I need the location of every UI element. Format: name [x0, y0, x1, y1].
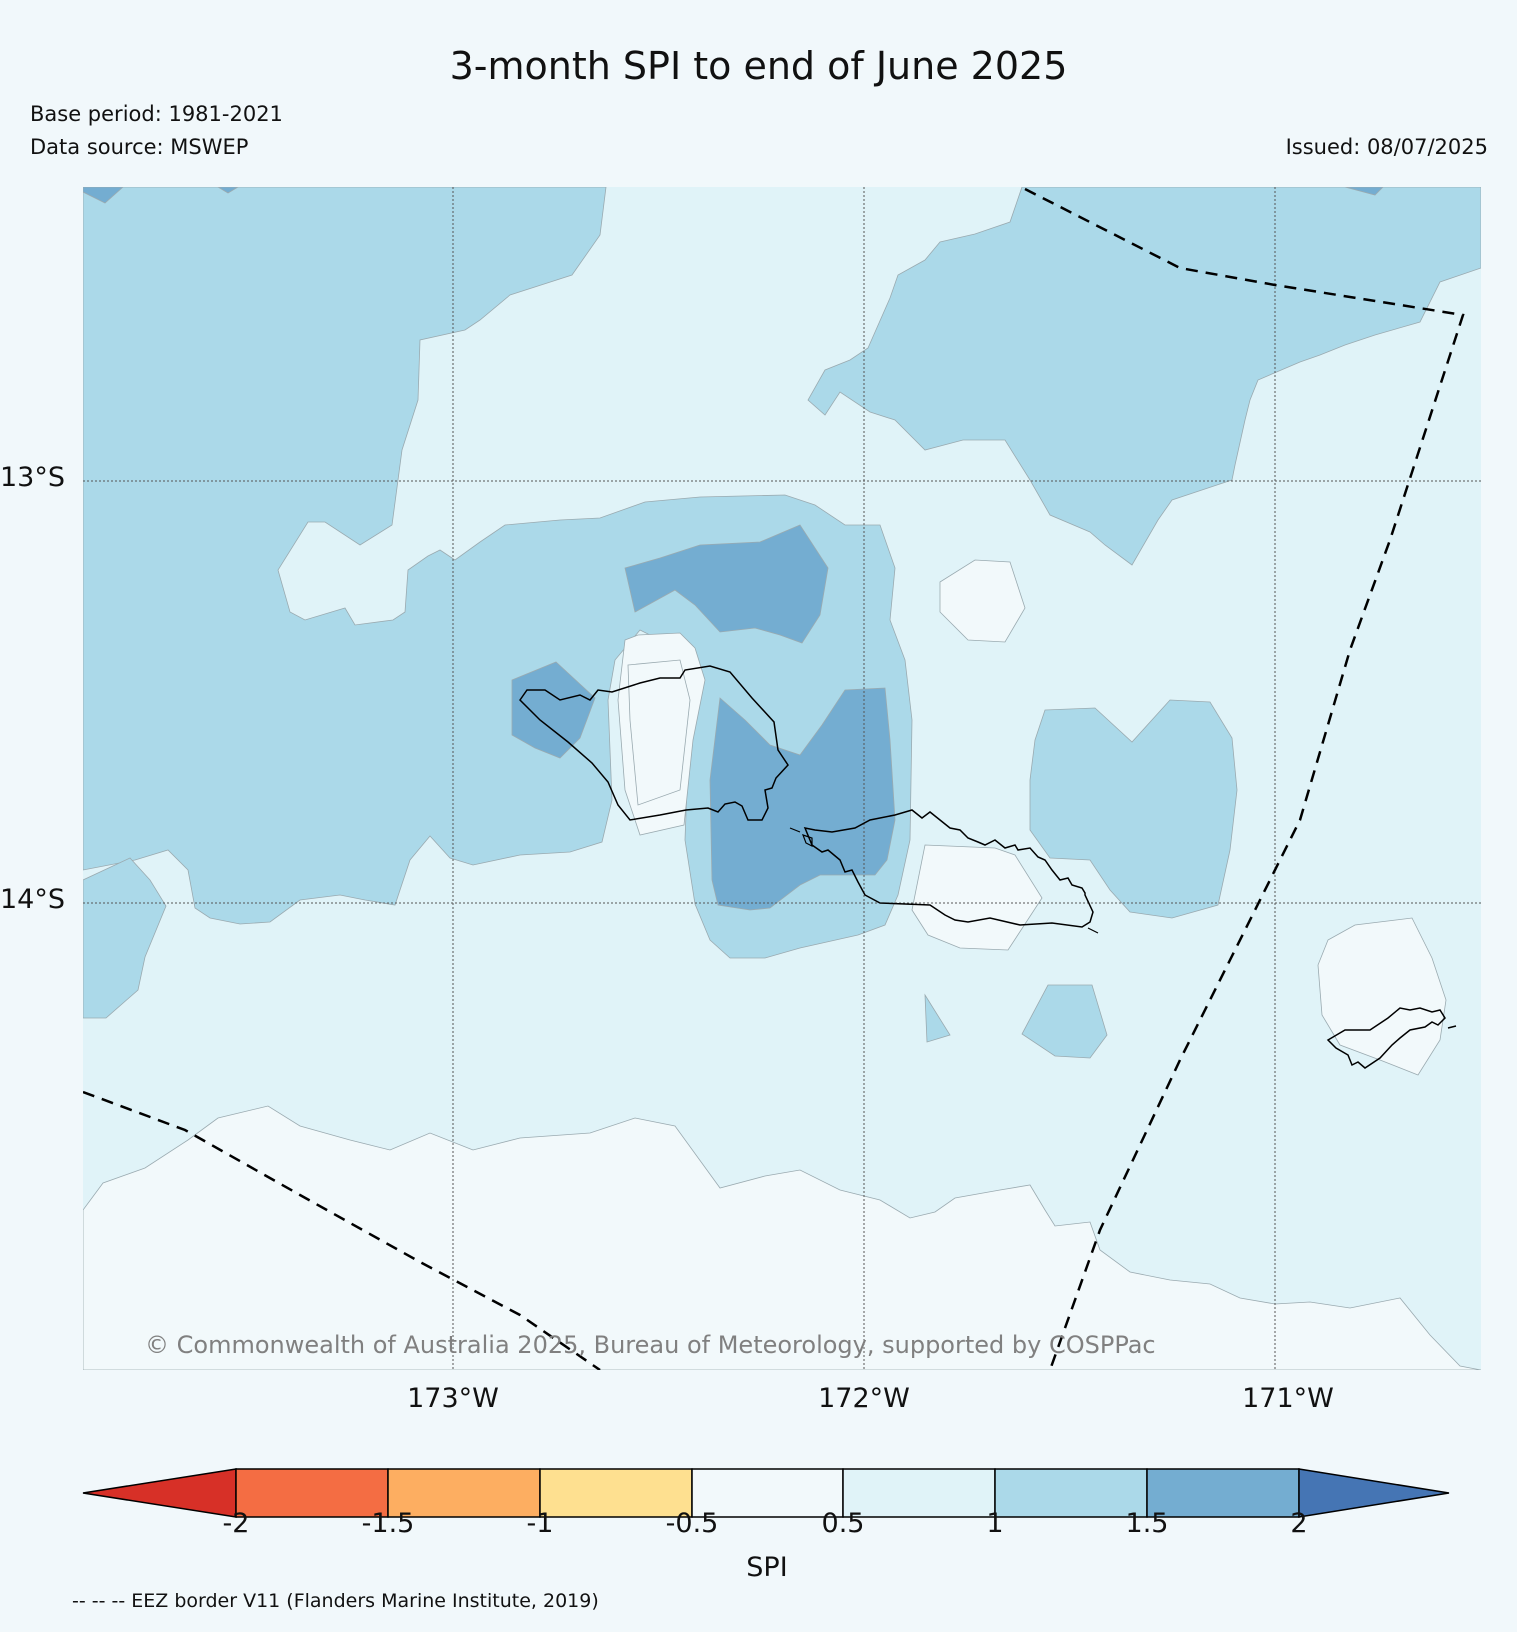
upolu-coastline — [803, 809, 1094, 928]
spi-region-near-normal-upolu — [911, 844, 1043, 951]
colorbar-bin-4 — [691, 1468, 844, 1518]
spi-region-near-normal-northeast — [939, 559, 1026, 643]
spi-region-1-1.5-small-a — [1021, 984, 1108, 1059]
base-period-label: Base period: 1981-2021 — [30, 102, 283, 126]
colorbar-bin-6 — [994, 1468, 1148, 1518]
eez-border — [83, 187, 1465, 1370]
copyright-notice: © Commonwealth of Australia 2025, Bureau… — [145, 1331, 1156, 1359]
colorbar-tick: -1 — [526, 1508, 554, 1539]
spi-region-1-1.5-small-b — [924, 993, 951, 1043]
data-source-label: Data source: MSWEP — [30, 135, 249, 159]
map-title: 3-month SPI to end of June 2025 — [449, 44, 1068, 88]
colorbar-bin-1 — [235, 1468, 389, 1518]
map-gridlines — [83, 187, 1481, 1370]
colorbar-extend-low — [82, 1468, 237, 1518]
spi-region-1.5-2-top-right — [1344, 187, 1384, 196]
spi-region-1-1.5-west-edge — [83, 857, 167, 1019]
colorbar-tick: 2 — [1290, 1508, 1308, 1539]
lat-label-13s: 13°S — [0, 462, 65, 493]
colorbar-bin-7 — [1146, 1468, 1300, 1518]
issued-date-label: Issued: 08/07/2025 — [1285, 135, 1488, 159]
upolu-reef-dash — [789, 827, 1099, 934]
colorbar-tick: -0.5 — [665, 1508, 719, 1539]
spi-region-near-normal-tutuila — [1317, 917, 1447, 1076]
map-panel — [83, 187, 1481, 1370]
colorbar-bin-2 — [387, 1468, 541, 1518]
spi-region-1-1.5-northwest — [83, 187, 913, 959]
lon-label-171w: 171°W — [1242, 1383, 1334, 1414]
spi-region-1.5-2-top-left — [83, 187, 124, 204]
spi-region-1.5-2-west — [511, 661, 596, 759]
spi-region-near-normal-inner — [627, 659, 691, 806]
spi-region-1.5-2-top-small — [217, 187, 239, 194]
colorbar-tick: -2 — [222, 1508, 250, 1539]
colorbar-bin-3 — [539, 1468, 693, 1518]
colorbar-extend-high — [1298, 1468, 1450, 1518]
colorbar-tick: 1 — [986, 1508, 1004, 1539]
spi-region-1.5-2-central — [709, 687, 896, 911]
colorbar-title: SPI — [746, 1552, 788, 1583]
colorbar-bin-5 — [842, 1468, 996, 1518]
spi-region-1-1.5-east — [1029, 699, 1238, 919]
savaii-coastline — [519, 665, 789, 821]
eez-border-note: -- -- -- EEZ border V11 (Flanders Marine… — [72, 1590, 599, 1612]
lon-label-172w: 172°W — [818, 1383, 910, 1414]
spi-region-1.5-2-north-central — [624, 524, 829, 644]
colorbar-tick: 1.5 — [1125, 1508, 1169, 1539]
lat-label-14s: 14°S — [0, 884, 65, 915]
spi-region-near-normal-south — [83, 1105, 1481, 1370]
tutuila-coastline — [1326, 1007, 1457, 1069]
colorbar-tick: 0.5 — [821, 1508, 865, 1539]
colorbar-tick: -1.5 — [361, 1508, 415, 1539]
manono-islet — [801, 834, 813, 847]
spi-colorbar — [82, 1468, 1450, 1518]
lon-label-173w: 173°W — [407, 1383, 499, 1414]
spi-region-1-1.5-northeast — [807, 187, 1481, 566]
